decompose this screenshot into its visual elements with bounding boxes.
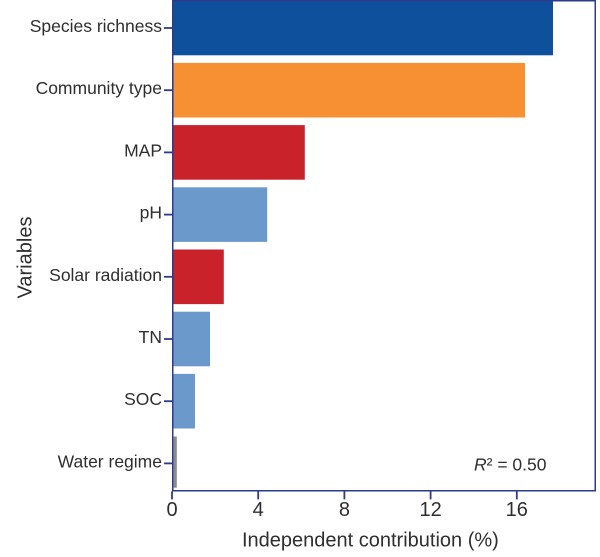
- svg-text:pH: pH: [140, 203, 162, 223]
- svg-text:Water regime: Water regime: [58, 451, 162, 471]
- svg-text:R² = 0.50: R² = 0.50: [474, 455, 547, 475]
- svg-text:MAP: MAP: [124, 140, 162, 160]
- svg-text:Community type: Community type: [36, 78, 162, 98]
- svg-text:0: 0: [166, 499, 177, 521]
- svg-text:Independent contribution (%): Independent contribution (%): [242, 529, 499, 551]
- svg-text:Variables: Variables: [15, 217, 37, 299]
- svg-text:TN: TN: [139, 327, 162, 347]
- svg-text:16: 16: [506, 499, 528, 521]
- svg-text:SOC: SOC: [124, 389, 162, 409]
- svg-text:Species richness: Species richness: [30, 16, 163, 36]
- svg-text:8: 8: [339, 499, 350, 521]
- svg-text:4: 4: [253, 499, 264, 521]
- svg-text:Solar radiation: Solar radiation: [49, 265, 162, 285]
- svg-text:12: 12: [419, 499, 441, 521]
